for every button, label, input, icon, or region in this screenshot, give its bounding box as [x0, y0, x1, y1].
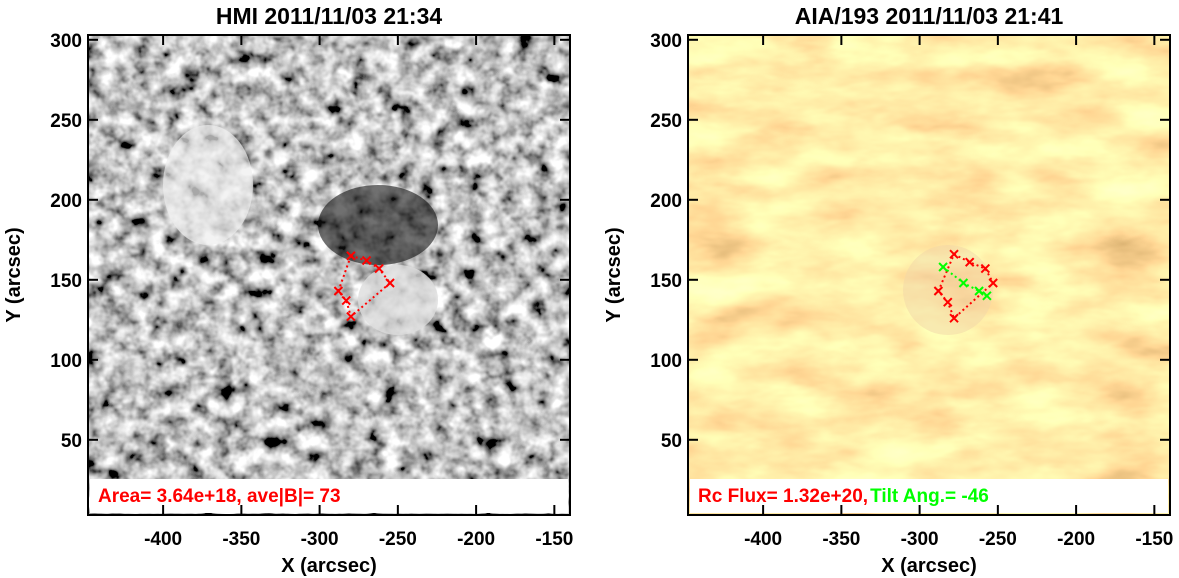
chart-title: HMI 2011/11/03 21:34 [216, 3, 443, 29]
annotation-box [90, 479, 568, 513]
y-tick-label: 200 [50, 191, 82, 212]
y-tick-label: 100 [650, 351, 682, 372]
x-tick-label: -200 [457, 529, 495, 550]
overlay-marker [982, 291, 992, 301]
x-tick-label: -250 [379, 529, 417, 550]
x-tick-label: -350 [222, 529, 260, 550]
overlay-marker [346, 251, 356, 261]
y-tick-label: 250 [650, 111, 682, 132]
plot-frame [87, 34, 571, 516]
y-tick-label: 50 [661, 431, 682, 452]
overlay-marker [933, 286, 944, 296]
y-axis-label: Y (arcsec) [3, 227, 25, 322]
overlay-marker [964, 257, 975, 267]
plot-frame [687, 34, 1171, 516]
overlay-marker [333, 286, 344, 296]
overlay-marker [980, 263, 991, 274]
x-tick-label: -400 [144, 529, 182, 550]
overlay-marker [949, 249, 959, 259]
y-tick-label: 300 [650, 31, 682, 52]
annotation-box [690, 479, 1168, 513]
overlay-line [337, 254, 392, 319]
overlay-marker [938, 262, 948, 272]
overlay-line [937, 252, 995, 320]
x-axis-label: X (arcsec) [281, 555, 377, 577]
x-tick-label: -300 [301, 529, 339, 550]
x-tick-label: -150 [535, 529, 573, 550]
x-tick-label: -250 [979, 529, 1017, 550]
panel: Area= 3.64e+18, ave|B|= 73 -400 -350 -300 -2… [3, 3, 573, 577]
overlay-marker [949, 313, 959, 323]
overlay-marker [385, 278, 395, 288]
image-feature [358, 265, 438, 335]
y-tick-label: 200 [650, 191, 682, 212]
image-background [88, 35, 570, 515]
y-tick-label: 50 [61, 431, 82, 452]
image-feature [163, 125, 253, 245]
x-axis-label: X (arcsec) [881, 555, 977, 577]
x-tick-label: -150 [1135, 529, 1173, 550]
image-feature [318, 185, 438, 265]
chart-title: AIA/193 2011/11/03 21:41 [795, 3, 1064, 29]
y-tick-label: 100 [50, 351, 82, 372]
x-tick-label: -400 [744, 529, 782, 550]
overlay-marker [361, 255, 372, 266]
y-tick-label: 150 [50, 271, 82, 292]
overlay-marker [943, 297, 953, 307]
overlay-marker [341, 295, 351, 306]
y-tick-label: 250 [50, 111, 82, 132]
overlay-marker [974, 286, 984, 296]
overlay-marker [374, 263, 384, 274]
y-tick-label: 300 [50, 31, 82, 52]
image-feature [903, 245, 993, 335]
overlay-marker [346, 311, 356, 322]
overlay-marker [958, 278, 969, 288]
x-tick-label: -200 [1057, 529, 1095, 550]
x-tick-label: -300 [901, 529, 939, 550]
y-tick-label: 150 [650, 271, 682, 292]
overlay-marker [988, 278, 998, 288]
annotation: Area= 3.64e+18, ave|B|= 73 [98, 486, 341, 507]
annotation: Tilt Ang.= -46 [870, 486, 989, 507]
annotation: Rc Flux= 1.32e+20, [698, 486, 868, 507]
y-axis-label: Y (arcsec) [603, 227, 625, 322]
x-tick-label: -350 [822, 529, 860, 550]
panel: Rc Flux= 1.32e+20, Tilt Ang.= -46 -400 -350… [603, 3, 1173, 577]
